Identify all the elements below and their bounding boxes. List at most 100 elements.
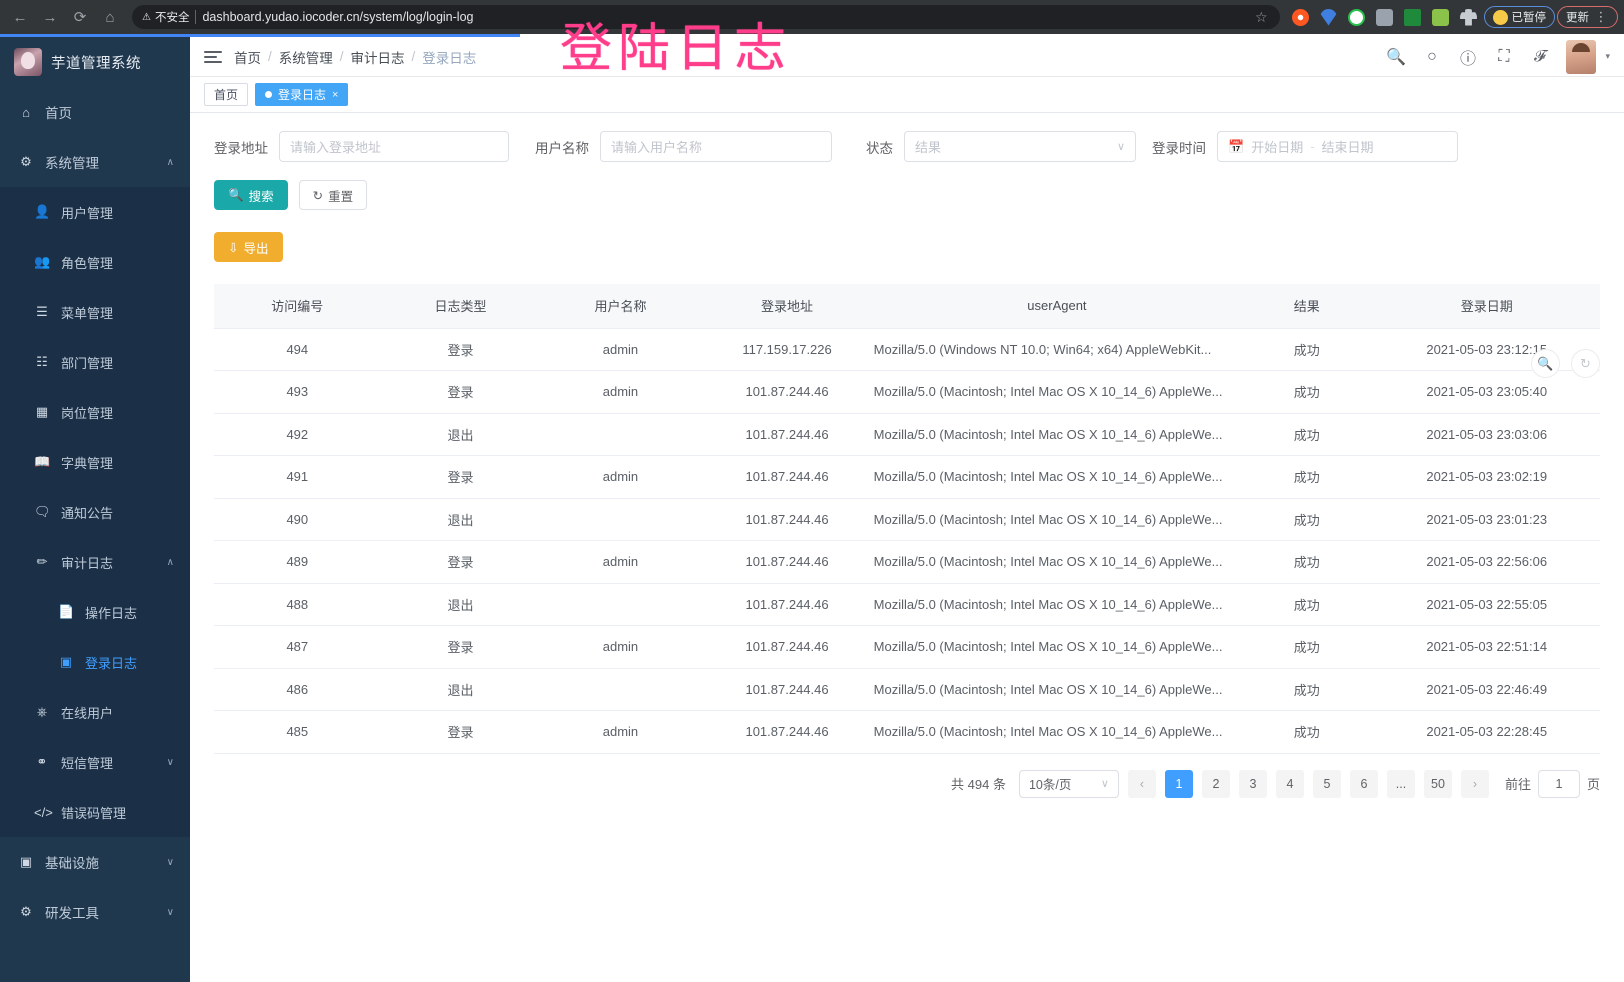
table-row[interactable]: 486 退出 101.87.244.46 Mozilla/5.0 (Macintosh… xyxy=(214,668,1600,711)
table-row[interactable]: 494 登录 admin 117.159.17.226 Mozilla/5.0 (Win… xyxy=(214,328,1600,371)
forward-button[interactable]: → xyxy=(42,8,58,26)
sidebar-item-sms[interactable]: ⚭ 短信管理 ∨ xyxy=(0,737,190,787)
sidebar-item-infrastructure[interactable]: ▣ 基础设施 ∨ xyxy=(0,837,190,887)
back-button[interactable]: ← xyxy=(12,8,28,26)
next-page-button[interactable]: › xyxy=(1460,769,1489,798)
page-button-2[interactable]: 2 xyxy=(1201,769,1230,798)
infra-icon: ▣ xyxy=(19,854,33,869)
table-row[interactable]: 493 登录 admin 101.87.244.46 Mozilla/5.0 (Maci… xyxy=(214,370,1600,414)
page-ellipsis[interactable]: ... xyxy=(1386,769,1415,798)
browser-toolbar: ← → ⟳ ⌂ ⚠ 不安全 dashboard.yudao.iocoder.cn… xyxy=(0,0,1624,34)
table-row[interactable]: 492 退出 101.87.244.46 Mozilla/5.0 (Macintosh… xyxy=(214,413,1600,456)
sidebar-item-online-users[interactable]: ⎈ 在线用户 xyxy=(0,687,190,737)
prev-page-button[interactable]: ‹ xyxy=(1127,769,1156,798)
column-header-login-address[interactable]: 登录地址 xyxy=(700,284,874,329)
cell-user-agent: Mozilla/5.0 (Macintosh; Intel Mac OS X 1… xyxy=(873,540,1241,584)
page-button-5[interactable]: 5 xyxy=(1312,769,1341,798)
search-icon: 🔍 xyxy=(228,187,244,202)
sidebar-item-audit-log[interactable]: ✏ 审计日志 ∧ xyxy=(0,537,190,587)
table-row[interactable]: 488 退出 101.87.244.46 Mozilla/5.0 (Macintosh… xyxy=(214,583,1600,626)
sidebar-item-users[interactable]: 👤 用户管理 xyxy=(0,187,190,237)
cell-id: 489 xyxy=(214,540,381,584)
online-icon: ⎈ xyxy=(36,704,48,719)
cell-login-date: 2021-05-03 22:56:06 xyxy=(1373,540,1600,584)
address-bar[interactable]: ⚠ 不安全 dashboard.yudao.iocoder.cn/system/… xyxy=(132,5,1280,29)
export-button[interactable]: ⇩ 导出 xyxy=(214,232,283,262)
login-time-daterange[interactable]: 📅 开始日期 - 结束日期 xyxy=(1217,131,1458,162)
extension-icon-6[interactable] xyxy=(1428,4,1454,30)
page-button-6[interactable]: 6 xyxy=(1349,769,1378,798)
cell-login-date: 2021-05-03 23:02:19 xyxy=(1373,455,1600,499)
cell-username: admin xyxy=(540,370,701,414)
page-button-last[interactable]: 50 xyxy=(1423,769,1452,798)
page-button-4[interactable]: 4 xyxy=(1275,769,1304,798)
sidebar-item-home[interactable]: ⌂ 首页 xyxy=(0,87,190,137)
sidebar-item-dictionary[interactable]: 📖 字典管理 xyxy=(0,437,190,487)
home-button[interactable]: ⌂ xyxy=(105,8,115,26)
sidebar-item-posts[interactable]: ▦ 岗位管理 xyxy=(0,387,190,437)
chevron-down-icon[interactable]: ▾ xyxy=(1605,51,1610,61)
extension-icon-5[interactable] xyxy=(1400,4,1426,30)
paused-status-pill[interactable]: 已暂停 xyxy=(1483,6,1555,28)
sidebar-item-menus[interactable]: ☰ 菜单管理 xyxy=(0,287,190,337)
extension-icon-3[interactable] xyxy=(1344,4,1370,30)
update-pill[interactable]: 更新 ⋮ xyxy=(1557,6,1618,28)
page-button-3[interactable]: 3 xyxy=(1238,769,1267,798)
post-icon: ▦ xyxy=(35,404,49,419)
app-root: 芋道管理系统 ⌂ 首页 ⚙ 系统管理 ∧ 👤 用户管理 👥 角色管理 ☰ 菜单管… xyxy=(0,37,1624,982)
column-header-id[interactable]: 访问编号 xyxy=(214,284,381,329)
sidebar-toggle-icon[interactable] xyxy=(204,50,222,63)
chrome-menu-icon[interactable]: ⋮ xyxy=(1594,9,1608,24)
fullscreen-icon[interactable]: ⛶ xyxy=(1498,47,1510,65)
bookmark-star-icon[interactable]: ☆ xyxy=(1254,8,1268,25)
page-size-select[interactable]: 10条/页 ∨ xyxy=(1018,769,1119,798)
breadcrumb-item-0[interactable]: 首页 xyxy=(234,50,261,66)
sidebar-item-departments[interactable]: ☷ 部门管理 xyxy=(0,337,190,387)
column-header-username[interactable]: 用户名称 xyxy=(540,284,701,329)
sidebar-item-notices[interactable]: 🗨 通知公告 xyxy=(0,487,190,537)
reload-button[interactable]: ⟳ xyxy=(73,9,87,26)
jump-input[interactable]: 1 xyxy=(1537,769,1580,798)
table-row[interactable]: 489 登录 admin 101.87.244.46 Mozilla/5.0 (Maci… xyxy=(214,540,1600,584)
username-input[interactable]: 请输入用户名称 xyxy=(600,131,832,162)
breadcrumb-item-1[interactable]: 系统管理 xyxy=(278,50,333,66)
column-header-log-type[interactable]: 日志类型 xyxy=(380,284,541,329)
toggle-search-icon[interactable]: 🔍 xyxy=(1531,349,1560,378)
table-row[interactable]: 485 登录 admin 101.87.244.46 Mozilla/5.0 (Maci… xyxy=(214,710,1600,754)
site-security-indicator[interactable]: ⚠ 不安全 xyxy=(142,9,189,25)
sidebar-item-error-codes[interactable]: </> 错误码管理 xyxy=(0,787,190,837)
avatar[interactable] xyxy=(1566,39,1597,74)
status-select[interactable]: 结果 ∨ xyxy=(904,131,1136,162)
cell-login-address: 101.87.244.46 xyxy=(700,413,874,456)
tag-login-log[interactable]: 登录日志 × xyxy=(255,83,349,106)
brand[interactable]: 芋道管理系统 xyxy=(0,37,190,87)
sidebar-item-operation-log[interactable]: 📄 操作日志 xyxy=(0,587,190,637)
column-header-user-agent[interactable]: userAgent xyxy=(873,284,1241,329)
search-button[interactable]: 🔍 搜索 xyxy=(214,180,288,210)
font-size-icon[interactable]: 𝓕 xyxy=(1534,47,1546,65)
table-row[interactable]: 490 退出 101.87.244.46 Mozilla/5.0 (Macintosh… xyxy=(214,498,1600,541)
search-icon[interactable]: 🔍 xyxy=(1386,48,1406,66)
login-address-input[interactable]: 请输入登录地址 xyxy=(279,131,509,162)
breadcrumb-item-2[interactable]: 审计日志 xyxy=(350,50,405,66)
table-row[interactable]: 487 登录 admin 101.87.244.46 Mozilla/5.0 (Maci… xyxy=(214,625,1600,669)
extension-icon-4[interactable] xyxy=(1372,4,1398,30)
sidebar-item-login-log[interactable]: ▣ 登录日志 xyxy=(0,637,190,687)
extension-icon-1[interactable] xyxy=(1288,4,1314,30)
help-icon[interactable]: ⓘ xyxy=(1459,50,1476,68)
page-button-1[interactable]: 1 xyxy=(1164,769,1193,798)
reset-button[interactable]: ↻ 重置 xyxy=(298,180,368,210)
sidebar-item-roles[interactable]: 👥 角色管理 xyxy=(0,237,190,287)
sidebar-item-dev-tools[interactable]: ⚙ 研发工具 ∨ xyxy=(0,887,190,937)
refresh-icon[interactable]: ↻ xyxy=(1571,349,1600,378)
close-icon[interactable]: × xyxy=(332,88,339,101)
warning-triangle-icon: ⚠ xyxy=(142,11,151,23)
column-header-result[interactable]: 结果 xyxy=(1240,284,1374,329)
extension-icon-2[interactable] xyxy=(1316,4,1342,30)
sidebar-item-system[interactable]: ⚙ 系统管理 ∧ xyxy=(0,137,190,187)
column-header-login-date[interactable]: 登录日期 xyxy=(1373,284,1600,329)
extension-puzzle-icon[interactable] xyxy=(1456,4,1482,30)
tag-home[interactable]: 首页 xyxy=(204,83,249,106)
table-row[interactable]: 491 登录 admin 101.87.244.46 Mozilla/5.0 (Maci… xyxy=(214,455,1600,499)
github-icon[interactable]: ○ xyxy=(1427,47,1437,65)
